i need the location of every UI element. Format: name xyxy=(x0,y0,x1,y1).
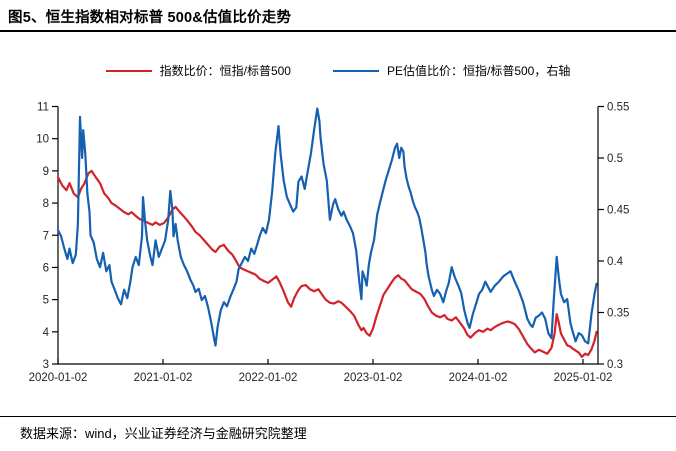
y-left-tick-label: 4 xyxy=(43,327,50,339)
x-tick-label: 2021-01-02 xyxy=(134,372,193,384)
x-tick-label: 2020-01-02 xyxy=(29,372,88,384)
legend-item-pe-ratio: PE估值比价：恒指/标普500，右轴 xyxy=(332,62,571,79)
x-tick-label: 2022-01-02 xyxy=(239,372,298,384)
legend-item-index-ratio: 指数比价：恒指/标普500 xyxy=(105,62,291,79)
x-tick-label: 2023-01-02 xyxy=(344,372,403,384)
y-left-tick-label: 3 xyxy=(43,359,49,371)
y-left-tick-label: 9 xyxy=(43,166,49,178)
y-left-tick-label: 5 xyxy=(43,295,49,307)
index-ratio-line xyxy=(56,169,598,358)
title-divider xyxy=(0,30,676,32)
y-right-tick-label: 0.5 xyxy=(607,153,623,165)
red-line-swatch xyxy=(105,69,152,72)
y-left-tick-label: 8 xyxy=(43,198,49,210)
x-tick-label: 2024-01-02 xyxy=(449,372,508,384)
y-right-tick-label: 0.4 xyxy=(607,256,624,268)
blue-line-swatch xyxy=(332,69,379,72)
y-right-tick-label: 0.35 xyxy=(607,308,629,320)
chart-title: 图5、恒生指数相对标普 500&估值比价走势 xyxy=(8,10,292,26)
legend-label-pe-ratio: PE估值比价：恒指/标普500，右轴 xyxy=(386,64,571,78)
y-left-tick-label: 6 xyxy=(43,262,49,274)
data-source-note: 数据来源：wind，兴业证券经济与金融研究院整理 xyxy=(20,426,307,441)
legend-label-index-ratio: 指数比价：恒指/标普500 xyxy=(159,64,291,78)
y-left-tick-label: 7 xyxy=(43,230,49,242)
y-right-tick-label: 0.3 xyxy=(607,359,623,371)
chart-legend: 指数比价：恒指/标普500 PE估值比价：恒指/标普500，右轴 xyxy=(0,62,676,79)
y-left-tick-label: 10 xyxy=(36,134,49,146)
y-right-tick-label: 0.55 xyxy=(607,102,629,114)
x-tick-label: 2025-01-02 xyxy=(554,372,613,384)
y-left-tick-label: 11 xyxy=(37,102,49,114)
pe-ratio-line xyxy=(56,107,598,347)
y-right-tick-label: 0.45 xyxy=(607,205,629,217)
footer-divider xyxy=(0,416,676,417)
